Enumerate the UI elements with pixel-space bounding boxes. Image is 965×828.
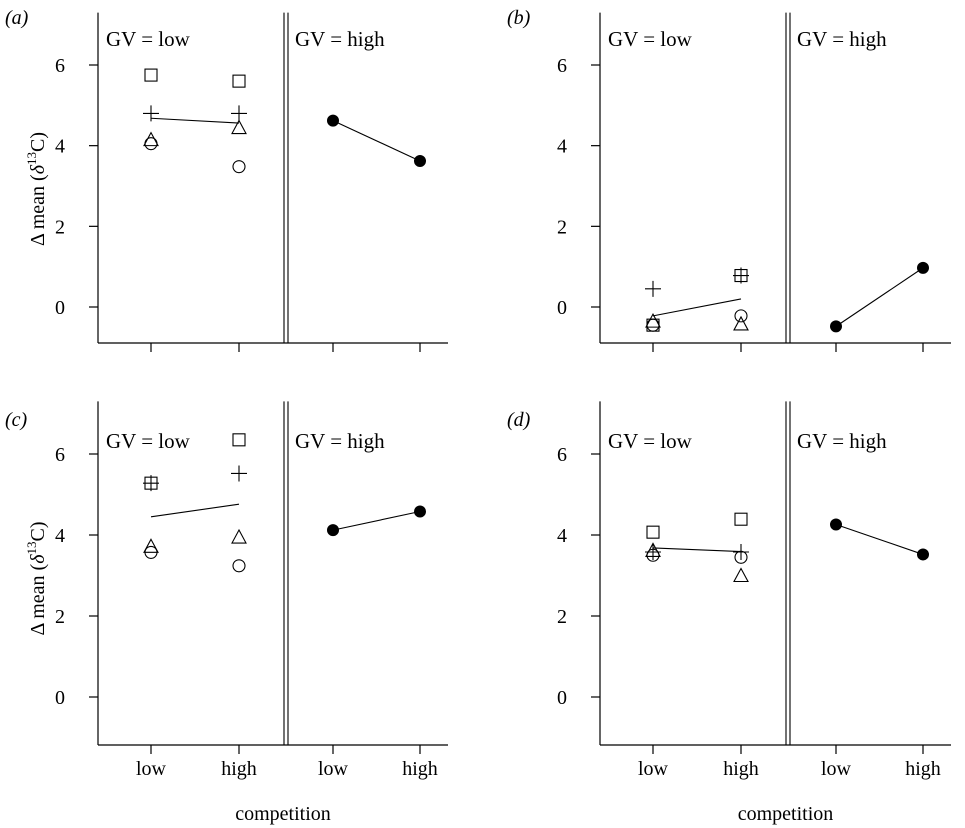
y-tick-label: 6 xyxy=(55,55,65,77)
x-axis-title: competition xyxy=(738,803,834,825)
mean-line-low-gv xyxy=(652,547,742,553)
square-marker xyxy=(144,68,158,82)
y-tick-label: 4 xyxy=(55,525,65,547)
y-tick-label: 6 xyxy=(557,444,567,466)
y-tick-label: 0 xyxy=(557,297,567,319)
group-label-low: GV = low xyxy=(608,429,693,453)
x-tick-label: high xyxy=(905,758,941,780)
mean-line-high-gv xyxy=(332,120,421,162)
y-axis-title-superscript: 13 xyxy=(24,541,39,554)
mean-line-low-gv xyxy=(150,117,240,124)
panel-label: (b) xyxy=(507,7,531,29)
x-tick-label: low xyxy=(638,758,669,780)
triangle-marker xyxy=(733,567,749,583)
filled-circle-marker xyxy=(414,505,426,518)
x-tick-label: high xyxy=(221,758,257,780)
filled-circle-marker xyxy=(327,114,339,127)
triangle-marker xyxy=(645,312,661,328)
y-tick-label: 4 xyxy=(55,136,65,158)
x-tick-label: low xyxy=(136,758,167,780)
y-tick-label: 6 xyxy=(55,444,65,466)
filled-circle-marker xyxy=(830,320,842,333)
y-tick-label: 4 xyxy=(557,136,567,158)
x-tick-label: high xyxy=(723,758,759,780)
y-axis-title-delta: δ xyxy=(27,554,49,564)
plus-marker xyxy=(733,267,749,284)
filled-circle-marker xyxy=(830,518,842,531)
filled-circle-marker xyxy=(917,261,929,274)
filled-circle-marker xyxy=(327,524,339,537)
y-tick-label: 6 xyxy=(557,55,567,77)
x-axis-title: competition xyxy=(235,803,331,825)
y-tick-label: 0 xyxy=(55,297,65,319)
square-marker xyxy=(734,512,748,526)
group-label-high: GV = high xyxy=(295,27,385,51)
plus-marker xyxy=(733,544,749,561)
mean-line-high-gv xyxy=(332,510,421,531)
plus-marker xyxy=(143,105,159,122)
group-label-low: GV = low xyxy=(608,27,693,51)
plus-marker xyxy=(231,465,247,482)
circle-marker xyxy=(646,318,660,332)
circle-marker xyxy=(646,548,660,562)
group-label-low: GV = low xyxy=(106,429,191,453)
x-tick-label: high xyxy=(402,758,438,780)
square-marker xyxy=(232,74,246,88)
panel-d: 0 2 4 6 low high low high GV = low GV = high (d) co… xyxy=(507,401,951,825)
y-tick-label: 2 xyxy=(55,606,65,628)
y-tick-label: 2 xyxy=(557,216,567,238)
group-label-high: GV = high xyxy=(797,27,887,51)
triangle-marker xyxy=(231,528,247,544)
mean-line-high-gv xyxy=(835,523,924,555)
plus-marker xyxy=(645,280,661,297)
y-axis-title-suffix: C) xyxy=(27,521,49,541)
panel-label: (a) xyxy=(5,7,29,29)
panel-c: 0 2 4 6 low high low high GV = low GV = high (c) Δ … xyxy=(5,401,448,825)
panel-b: 0 2 4 6 GV = low GV = high (b) xyxy=(507,7,951,352)
plus-marker xyxy=(143,475,159,492)
x-tick-label: low xyxy=(821,758,852,780)
y-axis-title-prefix: Δ mean ( xyxy=(27,174,49,246)
y-tick-label: 4 xyxy=(557,525,567,547)
y-axis-title: Δ mean (δ13C) xyxy=(24,132,49,246)
y-tick-label: 0 xyxy=(55,687,65,709)
y-axis-title: Δ mean (δ13C) xyxy=(24,521,49,635)
filled-circle-marker xyxy=(917,548,929,561)
triangle-marker xyxy=(733,315,749,331)
circle-marker xyxy=(232,160,246,174)
x-tick-label: low xyxy=(318,758,349,780)
mean-line-low-gv xyxy=(150,503,240,518)
filled-circle-marker xyxy=(414,154,426,167)
panel-label: (d) xyxy=(507,409,531,431)
panel-a: 0 2 4 6 GV = low GV = high (a) Δ mean (δ13C) xyxy=(5,7,448,352)
circle-marker xyxy=(144,545,158,559)
y-axis-title-delta: δ xyxy=(27,164,49,174)
plus-marker xyxy=(231,105,247,122)
y-tick-label: 0 xyxy=(557,687,567,709)
circle-marker xyxy=(734,309,748,323)
group-label-low: GV = low xyxy=(106,27,191,51)
y-tick-label: 2 xyxy=(55,216,65,238)
y-axis-title-superscript: 13 xyxy=(24,152,39,165)
panel-label: (c) xyxy=(5,409,28,431)
triangle-marker xyxy=(143,538,159,553)
square-marker xyxy=(232,433,246,447)
group-label-high: GV = high xyxy=(295,429,385,453)
group-label-high: GV = high xyxy=(797,429,887,453)
y-axis-title-suffix: C) xyxy=(27,132,49,152)
triangle-marker xyxy=(143,131,159,147)
y-tick-label: 2 xyxy=(557,606,567,628)
mean-line-high-gv xyxy=(835,267,924,327)
circle-marker xyxy=(734,550,748,564)
circle-marker xyxy=(232,559,246,573)
circle-marker xyxy=(144,137,158,151)
y-axis-title-prefix: Δ mean ( xyxy=(27,563,49,635)
triangle-marker xyxy=(231,119,247,135)
mean-line-low-gv xyxy=(652,298,742,317)
square-marker xyxy=(646,525,660,539)
